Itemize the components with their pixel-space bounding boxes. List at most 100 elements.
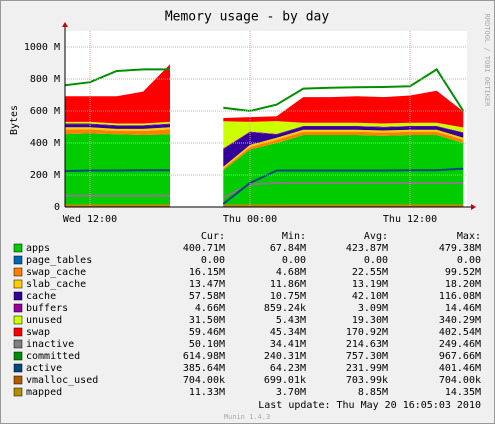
version: Munin 1.4.3: [224, 413, 270, 421]
legend-swatch: [13, 375, 23, 385]
legend-value: 859.24k: [264, 303, 306, 314]
legend-swatch: [13, 243, 23, 253]
area: [223, 90, 464, 128]
legend-swatch: [13, 351, 23, 361]
legend-value: 99.52M: [445, 267, 481, 278]
legend-value: 0.00: [282, 255, 306, 266]
area: [65, 129, 170, 135]
y-tick-label: 600 M: [30, 106, 60, 117]
legend-swatch: [13, 267, 23, 277]
legend-value: 10.75M: [270, 291, 306, 302]
area: [65, 123, 170, 126]
legend-value: 22.55M: [352, 267, 388, 278]
legend-label: vmalloc_used: [26, 375, 98, 386]
legend-value: 0.00: [201, 255, 225, 266]
axis-arrow: [62, 22, 68, 27]
area: [223, 121, 464, 149]
legend-value: 3.09M: [358, 303, 388, 314]
legend-label: swap_cache: [26, 267, 86, 278]
legend-value: 214.63M: [346, 339, 388, 350]
legend-swatch: [13, 315, 23, 325]
y-tick-label: 1000 M: [24, 42, 60, 53]
line: [222, 167, 464, 205]
legend-value: 400.71M: [183, 243, 225, 254]
plot-content: [65, 64, 465, 207]
legend-value: 423.87M: [346, 243, 388, 254]
legend-value: 249.46M: [439, 339, 481, 350]
legend-label: apps: [26, 243, 50, 254]
legend-label: page_tables: [26, 255, 92, 266]
y-tick-label: 200 M: [30, 170, 60, 181]
side-text: RRDTOOL / TOBI OETIKER: [483, 14, 491, 108]
legend-value: 4.66M: [195, 303, 225, 314]
legend-header: Avg:: [364, 231, 388, 242]
x-tick-label: Thu 00:00: [223, 214, 277, 225]
legend-swatch: [13, 363, 23, 373]
legend-swatch: [13, 339, 23, 349]
legend-value: 240.31M: [264, 351, 306, 362]
legend-value: 45.34M: [270, 327, 306, 338]
chart-title: Memory usage - by day: [165, 10, 330, 25]
legend-value: 14.46M: [445, 303, 481, 314]
area: [65, 64, 170, 124]
legend-value: 699.01k: [264, 375, 306, 386]
legend-value: 42.10M: [352, 291, 388, 302]
legend-label: inactive: [26, 339, 74, 350]
legend-value: 757.30M: [346, 351, 388, 362]
legend-value: 19.30M: [352, 315, 388, 326]
legend-value: 385.64M: [183, 363, 225, 374]
footer: Last update: Thu May 20 16:05:03 2010: [258, 400, 481, 411]
line: [222, 182, 464, 199]
legend-value: 3.70M: [276, 387, 306, 398]
y-axis-label: Bytes: [9, 105, 20, 135]
legend-swatch: [13, 279, 23, 289]
legend-value: 34.41M: [270, 339, 306, 350]
legend-value: 64.23M: [270, 363, 306, 374]
y-tick-label: 400 M: [30, 138, 60, 149]
axis-arrow: [471, 204, 476, 210]
legend-swatch: [13, 303, 23, 313]
line: [223, 68, 465, 113]
legend-value: 59.46M: [189, 327, 225, 338]
legend-value: 31.50M: [189, 315, 225, 326]
legend-value: 13.19M: [352, 279, 388, 290]
legend-swatch: [13, 327, 23, 337]
legend-value: 116.08M: [439, 291, 481, 302]
legend-value: 4.68M: [276, 267, 306, 278]
legend-value: 5.43M: [276, 315, 306, 326]
legend-value: 614.98M: [183, 351, 225, 362]
legend-swatch: [13, 291, 23, 301]
legend-value: 967.66M: [439, 351, 481, 362]
legend-value: 703.99k: [346, 375, 388, 386]
x-tick-label: Wed 12:00: [63, 214, 117, 225]
legend-value: 18.20M: [445, 279, 481, 290]
area: [223, 131, 464, 171]
legend-value: 170.92M: [346, 327, 388, 338]
legend-swatch: [13, 255, 23, 265]
legend-value: 13.47M: [189, 279, 225, 290]
legend-label: cache: [26, 291, 56, 302]
legend-label: slab_cache: [26, 279, 86, 290]
legend-label: committed: [26, 351, 80, 362]
legend-value: 8.85M: [358, 387, 388, 398]
legend-value: 0.00: [364, 255, 388, 266]
area: [65, 127, 170, 131]
legend-value: 50.10M: [189, 339, 225, 350]
legend-label: mapped: [26, 387, 62, 398]
legend-header: Min:: [282, 231, 306, 242]
line: [65, 169, 170, 172]
legend-value: 0.00: [457, 255, 481, 266]
legend-value: 340.29M: [439, 315, 481, 326]
legend-value: 67.84M: [270, 243, 306, 254]
legend-value: 231.99M: [346, 363, 388, 374]
legend-label: swap: [26, 327, 50, 338]
legend-value: 704.00k: [183, 375, 225, 386]
legend-header: Cur:: [201, 231, 225, 242]
legend-value: 401.46M: [439, 363, 481, 374]
x-tick-label: Thu 12:00: [383, 214, 437, 225]
legend-header: Max:: [457, 231, 481, 242]
y-tick-label: 0: [54, 202, 60, 213]
y-tick-label: 800 M: [30, 74, 60, 85]
legend-value: 57.58M: [189, 291, 225, 302]
